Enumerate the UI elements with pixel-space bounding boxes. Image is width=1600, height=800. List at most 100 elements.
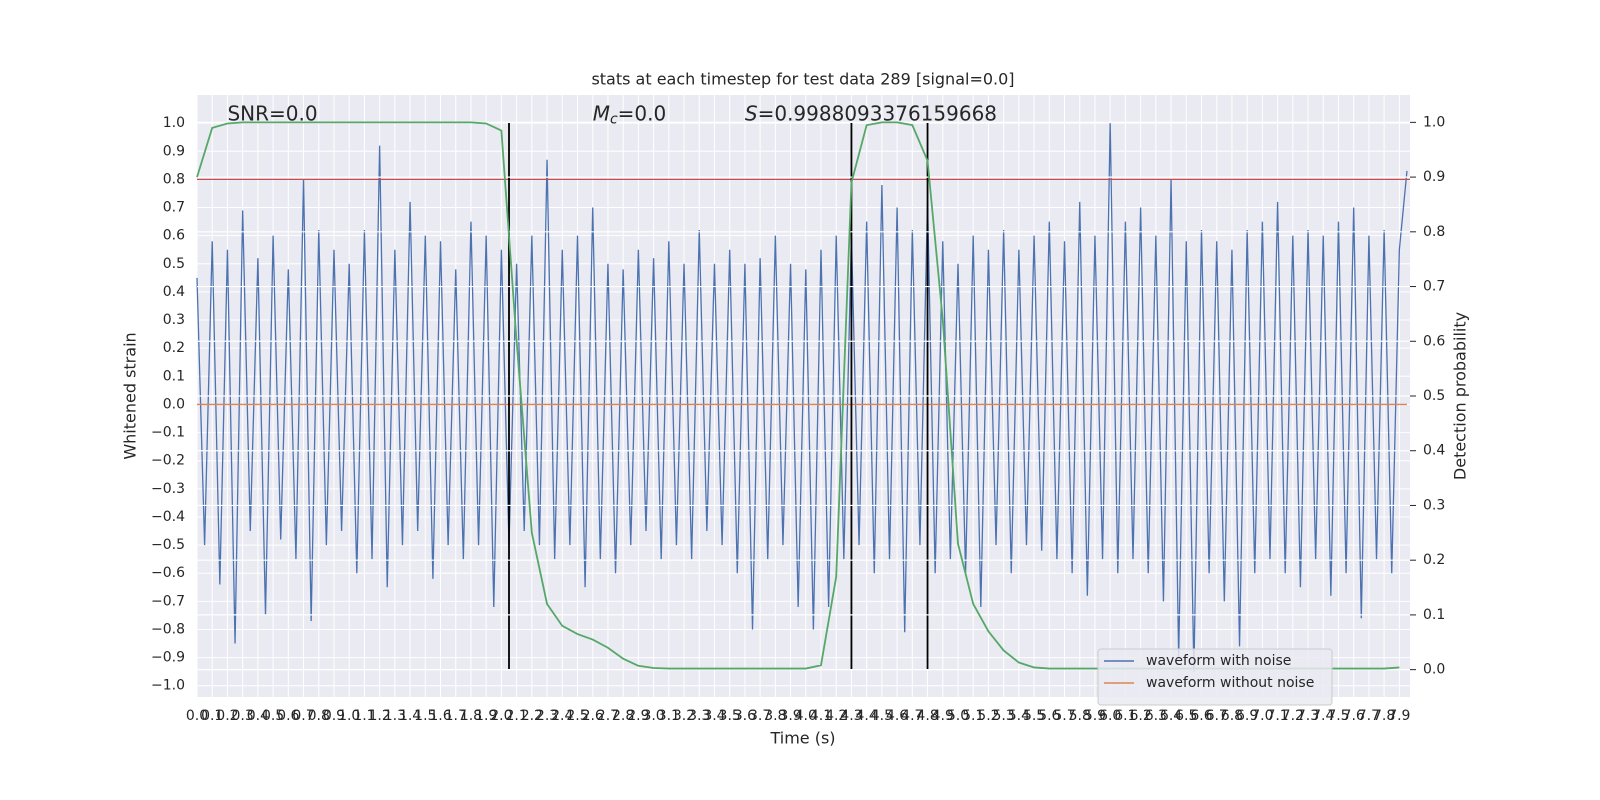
x-tick-label: 6.7	[1206, 708, 1228, 724]
y-tick-label: 0.8	[163, 171, 185, 187]
y-tick-label: −0.5	[151, 537, 185, 553]
annotation-symbol: M	[593, 101, 610, 125]
y2-tick-label: 0.8	[1423, 224, 1445, 240]
x-tick-label: 0.7	[292, 708, 314, 724]
x-tick-label: 4.4	[856, 708, 878, 724]
x-tick-label: 5.2	[977, 708, 999, 724]
chart-title: stats at each timestep for test data 289…	[591, 70, 1014, 89]
x-tick-label: 5.9	[1084, 708, 1106, 724]
y-tick-label: 0.7	[163, 200, 185, 216]
x-tick-label: 6.6	[1190, 708, 1212, 724]
legend-label: waveform without noise	[1146, 675, 1314, 691]
x-tick-label: 1.9	[475, 708, 497, 724]
y-tick-label: −0.3	[151, 481, 185, 497]
x-tick-label: 3.0	[642, 708, 664, 724]
y2-axis-label: Detection probability	[1451, 312, 1470, 480]
x-tick-label: 5.0	[947, 708, 969, 724]
x-tick-label: 0.3	[232, 708, 254, 724]
series-line	[196, 123, 1408, 672]
x-tick-label: 0.4	[247, 708, 269, 724]
y-tick-label: 0.9	[163, 143, 185, 159]
x-tick-label: 1.4	[399, 708, 421, 724]
annotation-symbol: S	[745, 101, 758, 125]
legend-label: waveform with noise	[1146, 653, 1291, 669]
y-tick-label: 0.3	[163, 312, 185, 328]
x-tick-label: 0.1	[201, 708, 223, 724]
y-axis-label: Whitened strain	[121, 332, 140, 459]
x-tick-label: 5.5	[1023, 708, 1045, 724]
x-tick-label: 2.2	[521, 708, 543, 724]
x-tick-label: 3.3	[688, 708, 710, 724]
x-tick-label: 7.3	[1297, 708, 1319, 724]
x-tick-label: 2.7	[597, 708, 619, 724]
annotation-text: =0.9988093376159668	[758, 101, 997, 125]
x-tick-label: 7.7	[1358, 708, 1380, 724]
x-tick-label: 3.8	[764, 708, 786, 724]
x-tick-label: 2.9	[627, 708, 649, 724]
x-tick-label: 1.5	[414, 708, 436, 724]
annotation: S=0.9988093376159668	[745, 101, 997, 125]
x-tick-label: 7.1	[1266, 708, 1288, 724]
annotation-text: SNR=0.0	[227, 101, 317, 125]
y2-tick-label: 0.1	[1423, 607, 1445, 623]
x-tick-label: 3.1	[658, 708, 680, 724]
x-tick-label: 7.0	[1251, 708, 1273, 724]
y2-tick-label: 0.6	[1423, 333, 1445, 349]
x-tick-label: 7.4	[1312, 708, 1334, 724]
x-tick-label: 2.1	[505, 708, 527, 724]
annotation: SNR=0.0	[227, 101, 317, 125]
y2-tick-label: 0.2	[1423, 552, 1445, 568]
y-tick-label: −0.4	[151, 509, 185, 525]
x-tick-label: 2.5	[566, 708, 588, 724]
y2-tick-label: 1.0	[1423, 114, 1445, 130]
x-tick-label: 7.6	[1343, 708, 1365, 724]
x-tick-label: 1.6	[429, 708, 451, 724]
x-tick-label: 4.7	[901, 708, 923, 724]
x-tick-label: 4.8	[916, 708, 938, 724]
x-tick-label: 6.0	[1099, 708, 1121, 724]
y-tick-label: −0.2	[151, 453, 185, 469]
y2-tick-label: 0.3	[1423, 497, 1445, 513]
x-tick-label: 7.8	[1373, 708, 1395, 724]
x-tick-label: 6.4	[1160, 708, 1182, 724]
y-tick-label: 0.1	[163, 368, 185, 384]
x-tick-label: 6.3	[1145, 708, 1167, 724]
x-tick-label: 0.8	[308, 708, 330, 724]
y-tick-label: 0.6	[163, 228, 185, 244]
y-tick-label: 0.2	[163, 340, 185, 356]
x-tick-label: 5.3	[993, 708, 1015, 724]
x-tick-label: 3.4	[703, 708, 725, 724]
x-tick-label: 0.5	[262, 708, 284, 724]
x-tick-label: 6.1	[1114, 708, 1136, 724]
annotation-subscript: c	[610, 112, 618, 128]
annotation-text: =0.0	[618, 101, 667, 125]
x-tick-label: 6.2	[1129, 708, 1151, 724]
x-tick-label: 3.9	[779, 708, 801, 724]
x-tick-label: 3.5	[719, 708, 741, 724]
x-tick-label: 6.8	[1221, 708, 1243, 724]
x-tick-label: 6.9	[1236, 708, 1258, 724]
x-tick-label: 7.5	[1327, 708, 1349, 724]
x-tick-label: 4.9	[932, 708, 954, 724]
y-tick-label: −0.9	[151, 650, 185, 666]
y2-tick-label: 0.9	[1423, 169, 1445, 185]
x-tick-label: 2.8	[612, 708, 634, 724]
x-tick-label: 6.5	[1175, 708, 1197, 724]
x-tick-label: 2.4	[551, 708, 573, 724]
x-tick-label: 4.5	[871, 708, 893, 724]
y-tick-label: −0.6	[151, 565, 185, 581]
x-axis-label: Time (s)	[769, 729, 835, 748]
x-tick-label: 4.2	[825, 708, 847, 724]
y-tick-label: −0.1	[151, 425, 185, 441]
y-tick-label: 0.0	[163, 396, 185, 412]
x-tick-label: 2.0	[490, 708, 512, 724]
x-tick-label: 5.7	[1053, 708, 1075, 724]
y-tick-label: −0.8	[151, 621, 185, 637]
y2-tick-label: 0.4	[1423, 443, 1445, 459]
y-tick-label: −0.7	[151, 593, 185, 609]
x-tick-label: 4.1	[810, 708, 832, 724]
y-tick-label: 1.0	[163, 115, 185, 131]
x-tick-label: 5.6	[1038, 708, 1060, 724]
x-tick-label: 5.4	[1008, 708, 1030, 724]
